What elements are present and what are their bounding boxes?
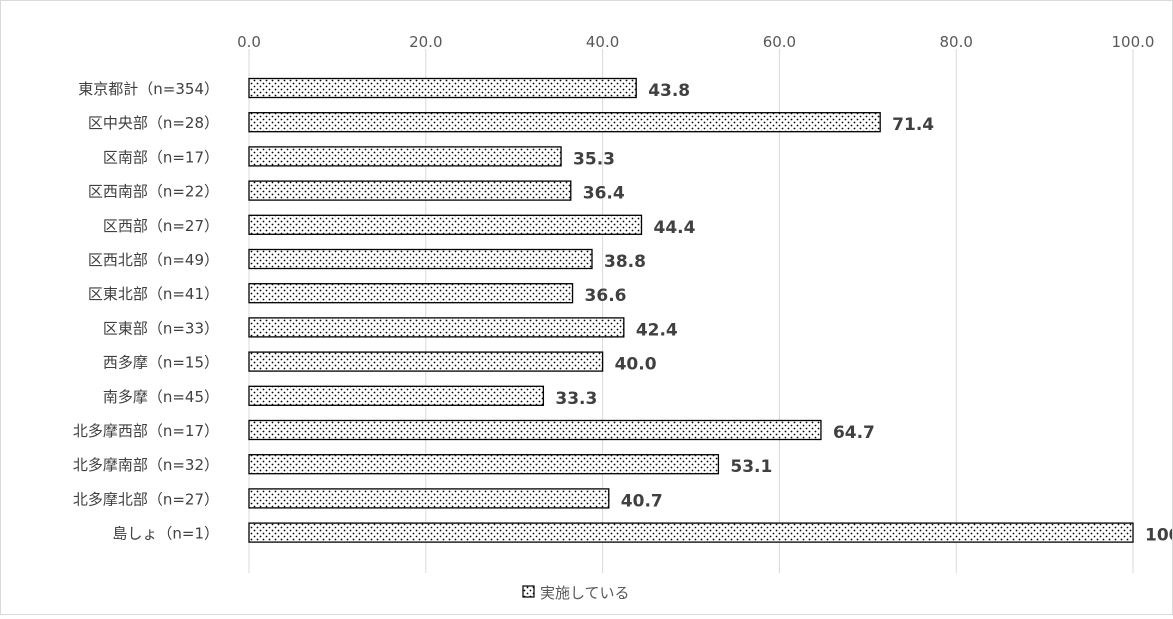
- category-label: 南多摩（n=45）: [103, 388, 219, 406]
- category-label: 区南部（n=17）: [103, 148, 219, 166]
- data-label: 36.6: [585, 286, 627, 306]
- category-label: 区西南部（n=22）: [88, 183, 219, 201]
- bar: [248, 351, 604, 372]
- bar: [248, 317, 625, 338]
- x-tick-label: 20.0: [409, 33, 442, 51]
- category-label: 区東部（n=33）: [103, 319, 219, 337]
- data-label: 44.4: [653, 218, 695, 238]
- category-label: 区東北部（n=41）: [88, 285, 219, 303]
- data-label: 33.3: [555, 389, 597, 409]
- data-label: 71.4: [892, 115, 934, 135]
- bar: [248, 419, 822, 441]
- value-labels: 43.8 71.4 35.3 36.4 44.4 38.8 36.6 42.4 40.0 33.3…: [555, 81, 1173, 546]
- bar: [248, 77, 637, 99]
- gridlines: [248, 49, 1134, 573]
- data-label: 35.3: [573, 149, 615, 169]
- x-tick-label: 0.0: [237, 33, 261, 51]
- bar: [248, 488, 610, 509]
- category-label: 北多摩北部（n=27）: [73, 490, 219, 508]
- x-tick-label: 80.0: [939, 33, 972, 51]
- x-axis-ticks: 0.0 20.0 40.0 60.0 80.0 100.0: [237, 33, 1154, 51]
- data-label: 38.8: [604, 252, 646, 272]
- bar: [248, 248, 593, 270]
- x-tick-label: 100.0: [1112, 33, 1155, 51]
- data-label: 43.8: [648, 81, 690, 101]
- category-labels: 東京都計（n=354） 区中央部（n=28） 区南部（n=17） 区西南部（n=22）…: [73, 80, 219, 543]
- bar: [248, 385, 545, 406]
- category-label: 北多摩西部（n=17）: [73, 422, 219, 440]
- category-label: 西多摩（n=15）: [103, 354, 219, 372]
- data-label: 64.7: [833, 423, 875, 443]
- bar: [248, 112, 881, 133]
- data-label: 36.4: [583, 184, 625, 204]
- bar: [248, 214, 643, 235]
- category-label: 東京都計（n=354）: [78, 80, 219, 98]
- legend: 実施している: [522, 584, 630, 602]
- x-tick-label: 60.0: [763, 33, 796, 51]
- legend-swatch: [522, 585, 535, 598]
- x-tick-label: 40.0: [586, 33, 619, 51]
- category-label: 島しょ（n=1）: [112, 525, 219, 543]
- category-label: 北多摩南部（n=32）: [73, 456, 219, 474]
- bar: [248, 522, 1134, 543]
- data-label: 40.0: [615, 355, 657, 375]
- category-label: 区西部（n=27）: [103, 217, 219, 235]
- bar: [248, 180, 572, 201]
- data-label: 40.7: [621, 491, 663, 511]
- bar: [248, 146, 562, 167]
- category-label: 区西北部（n=49）: [88, 251, 219, 269]
- bars: [248, 77, 1134, 543]
- data-label: 42.4: [636, 320, 678, 340]
- data-label: 53.1: [730, 457, 772, 477]
- legend-label: 実施している: [540, 584, 630, 602]
- data-label: 100.0: [1145, 526, 1172, 546]
- bar: [248, 283, 574, 304]
- category-label: 区中央部（n=28）: [88, 114, 219, 132]
- bar: [248, 454, 720, 475]
